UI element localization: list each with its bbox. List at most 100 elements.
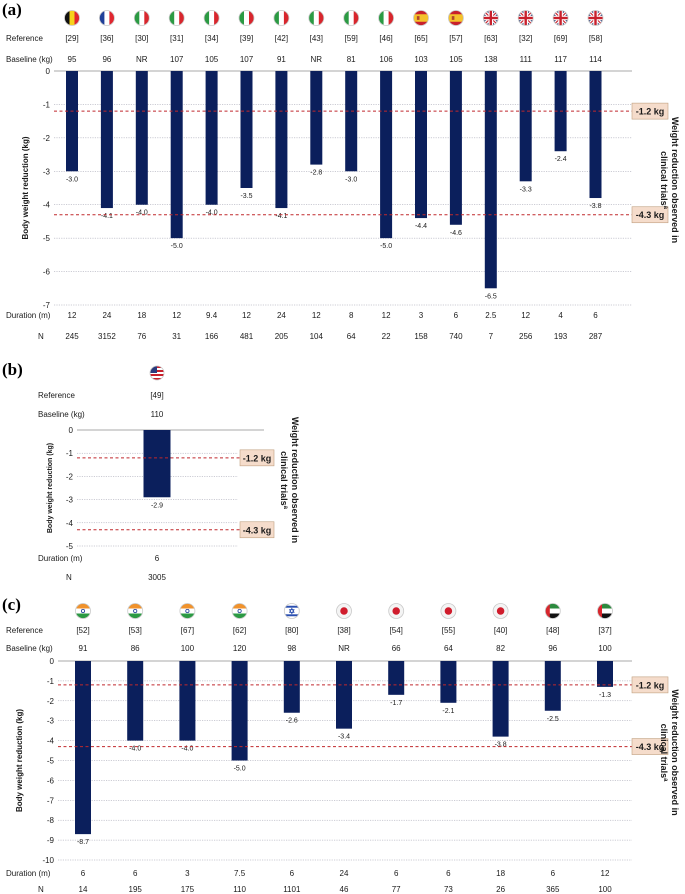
duration-value: 12 (172, 311, 181, 320)
flag-stripe (383, 10, 389, 26)
y-tick-label: -7 (47, 796, 55, 805)
duration-value: 4 (558, 311, 563, 320)
y-axis-label: Body weight reduction (kg) (47, 443, 54, 533)
reference-value: [58] (589, 34, 602, 43)
uk-flag-icon (552, 10, 569, 26)
y-tick-label: -7 (43, 301, 51, 310)
flag-body (388, 603, 404, 619)
y-tick-label: -2 (43, 134, 51, 143)
reference-line-box (631, 738, 669, 755)
flag-body (336, 603, 352, 619)
flag-stripe (232, 608, 248, 614)
flag-rim (99, 10, 115, 26)
bar (135, 71, 148, 205)
reference-value: [54] (390, 626, 403, 635)
flag-rim (413, 10, 429, 26)
baseline-value: NR (338, 644, 350, 653)
flag-stripe (413, 10, 429, 15)
spain-flag-icon (413, 10, 429, 26)
italy-flag-icon (378, 10, 395, 26)
y-axis-label: Body weight reduction (kg) (21, 136, 30, 239)
baseline-value: 86 (131, 644, 140, 653)
flag-stripe (278, 10, 285, 26)
n-value: 365 (546, 885, 560, 894)
usa-flag-icon (149, 365, 165, 381)
flag-star (288, 609, 295, 615)
bar-value-label: -6.5 (485, 293, 497, 300)
flag-band (597, 603, 602, 619)
y-tick-label: 0 (50, 657, 55, 666)
bar-value-label: -3.5 (240, 193, 252, 200)
flag-stripe (283, 10, 289, 26)
baseline-row-label: Baseline (kg) (6, 644, 53, 653)
reference-value: [67] (181, 626, 194, 635)
baseline-row-label: Baseline (kg) (6, 55, 53, 64)
bar-value-label: -8.7 (77, 839, 89, 846)
reference-value: [62] (233, 626, 246, 635)
flag-stripe (174, 10, 180, 26)
india-flag-icon (75, 603, 91, 619)
caption-line-1: Weight reduction observed in (290, 417, 300, 543)
n-value: 1101 (283, 885, 301, 894)
y-tick-label: -3 (66, 496, 74, 505)
flag-stripe (318, 10, 324, 26)
duration-value: 2.5 (485, 311, 497, 320)
italy-flag-icon (203, 10, 220, 26)
n-value: 26 (496, 885, 505, 894)
caption-line-2: clinical trials (659, 151, 669, 206)
flag-body (545, 603, 561, 619)
duration-value: 6 (446, 869, 451, 878)
n-value: 3005 (148, 573, 166, 582)
duration-value: 6 (290, 869, 295, 878)
reference-value: [46] (379, 34, 392, 43)
y-tick-label: -4 (43, 201, 51, 210)
reference-line-box (631, 206, 669, 224)
flag-stripe (239, 10, 245, 26)
n-value: 195 (129, 885, 143, 894)
duration-value: 24 (102, 311, 111, 320)
duration-value: 12 (242, 311, 251, 320)
flag-stripe (204, 10, 210, 26)
bar (380, 71, 393, 239)
flag-stripe (64, 10, 70, 26)
baseline-value: 91 (277, 55, 286, 64)
japan-flag-icon (440, 603, 457, 619)
baseline-value: 96 (102, 55, 111, 64)
flag-stripe (313, 10, 320, 26)
baseline-value: 100 (598, 644, 612, 653)
y-tick-label: -3 (43, 167, 51, 176)
duration-value: 12 (601, 869, 610, 878)
flag-stripe (232, 603, 248, 609)
bar (589, 71, 602, 199)
duration-value: 12 (521, 311, 530, 320)
n-value: 46 (340, 885, 349, 894)
caption-superscript: a (662, 206, 668, 210)
y-tick-label: -9 (47, 836, 55, 845)
flag-rim (149, 365, 165, 381)
flag-stripe (448, 10, 464, 15)
flag-sun (496, 607, 505, 615)
reference-line-label: -1.2 kg (243, 453, 272, 463)
baseline-value: 107 (170, 55, 184, 64)
reference-line-box (239, 449, 275, 467)
bar-value-label: -2.8 (310, 170, 322, 177)
flag-band (545, 603, 550, 619)
bar (345, 71, 358, 172)
bar-value-label: -4.0 (129, 746, 141, 753)
y-tick-label: -3 (47, 717, 55, 726)
flag-stripe (545, 603, 561, 609)
right-axis-caption: Weight reduction observed inclinical tri… (659, 689, 680, 815)
n-value: 22 (382, 332, 391, 341)
reference-value: [48] (546, 626, 559, 635)
panel-c: (c) Reference Baseline (kg) Duration (m) N 0 -… (2, 595, 680, 894)
flag-rim (231, 603, 248, 619)
n-value: 3152 (98, 332, 116, 341)
flag-body (169, 10, 185, 26)
n-value: 481 (240, 332, 254, 341)
reference-value: [63] (484, 34, 497, 43)
flag-rim (203, 10, 220, 26)
bar-value-label: -4.0 (206, 210, 218, 217)
flag-body (232, 603, 248, 619)
reference-value: [40] (494, 626, 507, 635)
flag-stripe (139, 10, 145, 26)
